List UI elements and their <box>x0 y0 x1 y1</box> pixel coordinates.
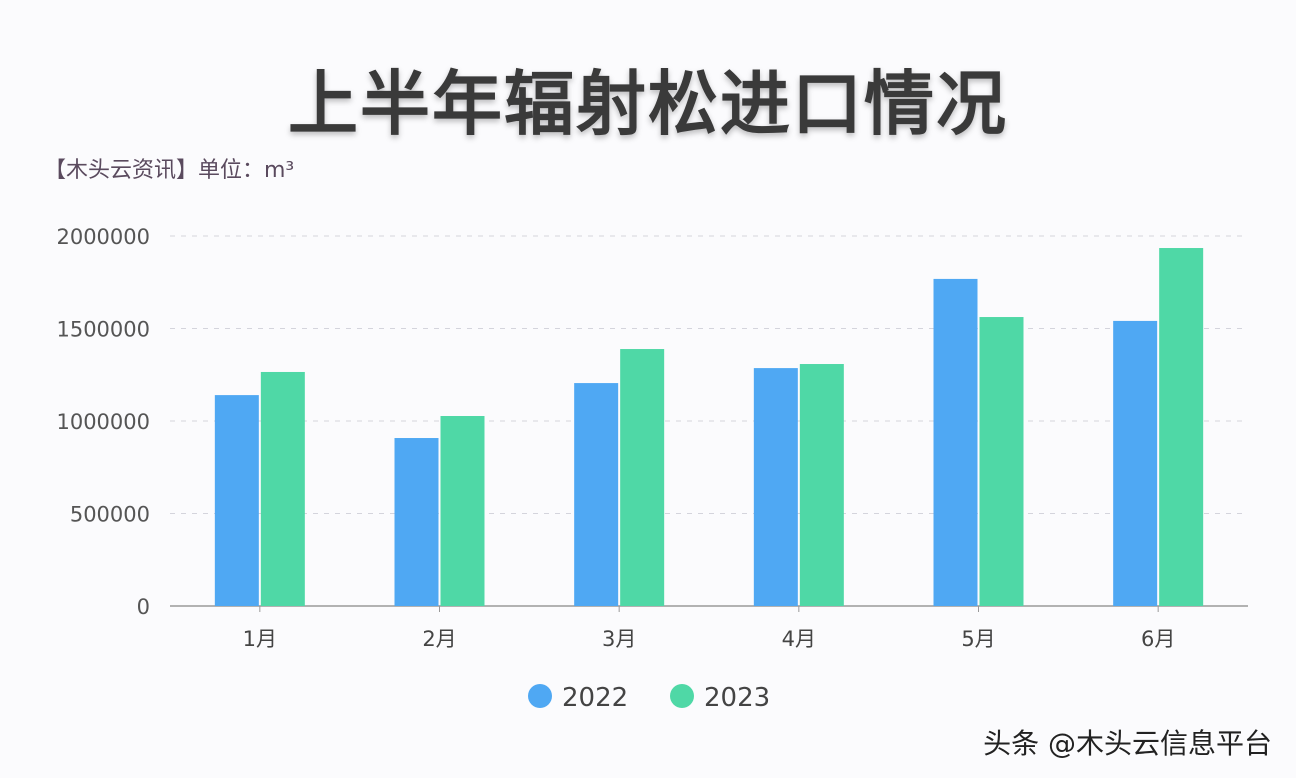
x-tick-label: 1月 <box>243 627 277 651</box>
x-tick-label: 3月 <box>602 627 636 651</box>
y-tick-label: 500000 <box>70 503 150 527</box>
y-tick-label: 0 <box>137 595 150 619</box>
legend-marker-2023 <box>670 684 694 708</box>
legend-label: 2022 <box>562 683 628 713</box>
bar-2022-6月 <box>1113 320 1158 606</box>
bar-2023-3月 <box>620 349 665 606</box>
x-tick-label: 6月 <box>1141 627 1175 651</box>
legend-marker-2022 <box>528 684 552 708</box>
y-tick-label: 1000000 <box>56 410 150 434</box>
bar-2022-4月 <box>753 368 798 606</box>
legend-label: 2023 <box>704 683 770 713</box>
bar-2022-1月 <box>214 395 259 606</box>
y-tick-label: 2000000 <box>56 225 150 249</box>
bar-2022-3月 <box>574 383 619 606</box>
y-tick-label: 1500000 <box>56 318 150 342</box>
watermark: 头条 @木头云信息平台 <box>983 727 1272 760</box>
bar-2022-5月 <box>933 278 978 606</box>
bar-2023-2月 <box>440 416 485 606</box>
x-tick-label: 2月 <box>422 627 456 651</box>
bar-2023-6月 <box>1159 248 1204 606</box>
bar-2023-5月 <box>979 317 1024 606</box>
bar-2023-4月 <box>799 364 844 606</box>
bar-2022-2月 <box>394 438 439 606</box>
bar-2023-1月 <box>260 371 305 606</box>
chart-title: 上半年辐射松进口情况 <box>288 63 1008 145</box>
x-tick-label: 5月 <box>961 627 995 651</box>
x-tick-label: 4月 <box>782 627 816 651</box>
chart-subtitle: 【木头云资讯】单位：m³ <box>44 158 295 183</box>
